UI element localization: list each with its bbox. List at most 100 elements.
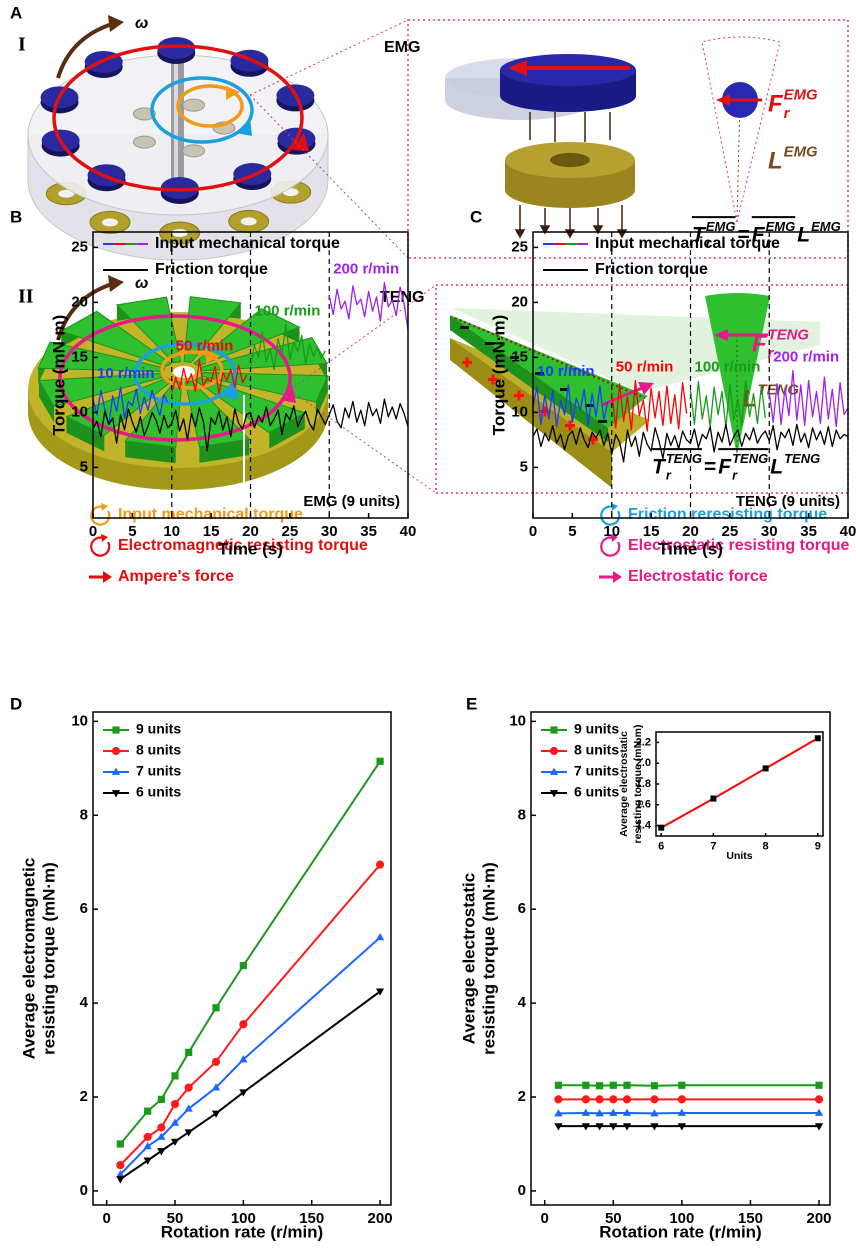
marker — [185, 1049, 192, 1056]
legend-label: 6 units — [136, 784, 181, 800]
y-tick-label: 8 — [518, 806, 526, 823]
lever-arm — [737, 100, 740, 220]
legend-icon-head — [103, 571, 112, 583]
marker — [239, 1020, 247, 1028]
segment-label: 10 r/min — [537, 363, 595, 380]
x-tick-label: 200 — [807, 1210, 832, 1227]
segment-label: 100 r/min — [695, 358, 761, 375]
marker — [815, 1082, 822, 1089]
y-tick-label: 25 — [511, 238, 528, 255]
segment-label: 200 r/min — [333, 261, 399, 278]
marker — [376, 860, 384, 868]
y-tick-label: 20 — [71, 293, 88, 310]
x-axis-label: Time (s) — [218, 539, 283, 558]
symbol-sub: r — [732, 467, 738, 482]
marker — [582, 1082, 589, 1089]
x-tick-label: 0 — [529, 523, 537, 540]
marker — [144, 1107, 151, 1114]
legend-text: Electrostatic force — [628, 568, 768, 585]
coil-hole — [102, 218, 118, 226]
y-axis-label: resisting torque (mN·m) — [39, 862, 58, 1055]
symbol-sup: TENG — [768, 327, 810, 343]
arrow-head — [108, 15, 124, 32]
marker — [376, 758, 383, 765]
legend-label: 9 units — [574, 721, 619, 737]
marker — [623, 1082, 630, 1089]
x-tick-label: 5 — [128, 523, 136, 540]
inner-part — [183, 99, 205, 111]
legend-icon-head — [101, 503, 108, 511]
marker — [144, 1142, 152, 1149]
legend-label: Friction torque — [595, 261, 708, 278]
marker — [171, 1072, 178, 1079]
segment-label: 10 r/min — [97, 365, 155, 382]
x-tick-label: 5 — [568, 523, 576, 540]
legend-icon — [601, 538, 619, 556]
y-tick-label: 4 — [80, 994, 89, 1011]
y-tick-label: 10 — [511, 403, 528, 420]
legend-label: Input mechanical torque — [155, 235, 340, 252]
symbol-sup: TENG — [732, 451, 768, 466]
symbol: F — [752, 330, 768, 357]
marker — [171, 1100, 179, 1108]
marker — [815, 1095, 823, 1103]
marker — [144, 1158, 152, 1165]
marker — [650, 1095, 658, 1103]
coil-hole — [241, 217, 257, 225]
marker — [554, 1095, 562, 1103]
x-tick-label: 30 — [321, 523, 338, 540]
x-tick-label: 40 — [840, 523, 856, 540]
marker — [678, 1082, 685, 1089]
series-line — [120, 865, 380, 1166]
marker — [212, 1058, 220, 1066]
symbol-sup: EMG — [784, 87, 818, 103]
legend-text: Ampere's force — [118, 568, 234, 585]
x-tick-label: 35 — [800, 523, 817, 540]
marker — [610, 1082, 617, 1089]
marker — [116, 1176, 124, 1183]
x-tick-label: 30 — [761, 523, 778, 540]
y-axis-label: Torque (mN·m) — [49, 315, 68, 436]
marker — [116, 1161, 124, 1169]
x-tick-label: 0 — [89, 523, 97, 540]
series-line — [769, 371, 848, 427]
omega: ω — [135, 15, 148, 32]
legend-label: 8 units — [136, 742, 181, 758]
y-tick-label: 10 — [71, 712, 88, 729]
marker — [555, 1082, 562, 1089]
marker — [595, 1095, 603, 1103]
marker — [158, 1096, 165, 1103]
y-tick-label: 2 — [518, 1088, 526, 1105]
panel-label: A — [10, 3, 22, 22]
symbol: T — [652, 456, 667, 479]
x-axis-label: Rotation rate (r/min) — [599, 1222, 761, 1241]
x-axis-label: Units — [726, 850, 752, 862]
marker — [609, 1095, 617, 1103]
legend-label: 6 units — [574, 784, 619, 800]
y-axis-label: Average electrostatic — [459, 873, 478, 1044]
marker — [658, 825, 664, 831]
segment-label: 50 r/min — [176, 338, 234, 355]
sector-outline — [702, 37, 780, 222]
panel-label: C — [470, 207, 482, 226]
x-tick-label: 35 — [360, 523, 377, 540]
segment-label: 200 r/min — [773, 349, 839, 366]
y-tick-label: 5 — [520, 458, 528, 475]
annotation: EMG (9 units) — [303, 493, 400, 510]
x-tick-label: 10 — [603, 523, 620, 540]
marker — [550, 726, 557, 733]
marker — [157, 1123, 165, 1131]
legend-label: Friction torque — [155, 261, 268, 278]
y-tick-label: 0 — [518, 1182, 526, 1199]
y-axis-label: resisting torque (mN·m) — [632, 724, 644, 843]
x-tick-label: 0 — [102, 1210, 110, 1227]
zoom-line — [250, 20, 408, 95]
symbol: L — [770, 456, 783, 479]
marker — [171, 1139, 179, 1146]
inner-part — [183, 145, 205, 157]
segment-label: 50 r/min — [616, 358, 674, 375]
series-line — [661, 738, 818, 828]
panel-label: E — [466, 694, 477, 713]
y-tick-label: 10 — [509, 712, 526, 729]
symbol-sup: TENG — [666, 451, 702, 466]
